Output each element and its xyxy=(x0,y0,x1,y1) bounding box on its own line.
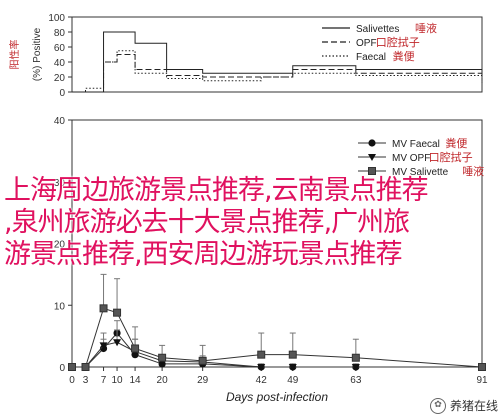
y-axis-label: (%) Positive xyxy=(32,27,43,81)
x-tick-label: 3 xyxy=(83,375,89,386)
y-tick-label: 60 xyxy=(54,43,66,54)
x-tick-label: 0 xyxy=(69,375,75,386)
data-point-triangle xyxy=(351,364,360,371)
series-line-salivettes xyxy=(72,31,483,93)
y-tick-label: 30 xyxy=(54,178,66,189)
legend-label-cn: 唾液 xyxy=(462,164,484,178)
y-tick-label: 0 xyxy=(59,363,65,374)
y-tick-label: 20 xyxy=(54,240,66,251)
legend-label-cn: 口腔拭子 xyxy=(376,35,420,49)
watermark-text: 养猪在线 xyxy=(449,399,498,413)
x-tick-label: 91 xyxy=(476,375,488,386)
overlay-line-1: 上海周边旅游景点推荐,云南景点推荐 xyxy=(4,175,429,206)
data-point-triangle xyxy=(288,364,297,371)
x-tick-label: 63 xyxy=(350,375,362,386)
legend-label: OPF xyxy=(356,38,377,49)
wechat-icon: ✿ xyxy=(429,397,446,414)
x-tick-label: 42 xyxy=(256,375,268,386)
x-tick-label: 14 xyxy=(130,375,142,386)
data-point-square xyxy=(478,363,486,371)
x-tick-label: 49 xyxy=(287,375,299,386)
legend-label-cn: 粪便 xyxy=(445,136,467,150)
series-line-mv-salivette xyxy=(72,307,483,368)
legend-label: Faecal xyxy=(356,52,386,63)
y-axis-label-cn: 阳性率 xyxy=(8,40,21,70)
data-point-square xyxy=(131,344,140,353)
data-point-square xyxy=(68,363,76,371)
data-point-square xyxy=(81,363,90,371)
panel-top-positive-rate: 0 20 40 60 80 100 (%) Positive 阳性率 Salivettes 唾液 O… xyxy=(8,13,483,99)
data-point-triangle xyxy=(113,339,122,347)
data-point-square xyxy=(198,356,207,365)
legend-marker xyxy=(368,167,376,175)
data-point-triangle xyxy=(99,342,108,350)
y-tick-label: 10 xyxy=(54,301,66,312)
x-tick-label: 7 xyxy=(101,375,107,386)
overlay-line-2: ,泉州旅游必去十大景点推荐,广州旅 xyxy=(4,207,410,238)
legend-label-cn: 口腔拭子 xyxy=(429,150,473,164)
y-tick-label: 80 xyxy=(54,28,66,39)
data-point-triangle xyxy=(257,364,266,371)
series-line-opf xyxy=(72,54,483,93)
data-point-square xyxy=(158,353,167,362)
overlay-line-3: 游景点推荐,西安周边游玩景点推荐 xyxy=(4,239,403,270)
data-point-square xyxy=(99,304,108,313)
y-tick-label: 40 xyxy=(54,116,66,127)
x-axis-label: Days post-infection xyxy=(226,390,328,404)
y-tick-label: 40 xyxy=(54,58,66,69)
legend-label: Salivettes xyxy=(356,24,399,35)
legend-label: MV OPF xyxy=(392,153,430,164)
series-line-faecal xyxy=(72,50,483,93)
x-tick-label: 29 xyxy=(197,375,209,386)
legend-marker xyxy=(368,139,376,147)
data-point-square xyxy=(351,353,360,362)
data-point-square xyxy=(257,350,266,359)
legend-label-cn: 唾液 xyxy=(415,21,437,35)
data-point-square xyxy=(288,350,297,359)
legend-marker xyxy=(368,154,376,161)
legend-label-cn: 粪便 xyxy=(393,49,415,63)
legend-label: MV Salivette xyxy=(392,167,449,178)
plot-frame xyxy=(71,16,483,93)
x-tick-label: 10 xyxy=(111,375,123,386)
y-tick-label: 100 xyxy=(48,13,65,24)
legend-label: MV Faecal xyxy=(392,139,440,150)
y-tick-label: 20 xyxy=(54,73,66,84)
x-tick-label: 20 xyxy=(157,375,169,386)
data-point-square xyxy=(113,308,122,317)
y-tick-label: 0 xyxy=(59,88,65,99)
watermark: ✿ 养猪在线 xyxy=(429,397,498,414)
